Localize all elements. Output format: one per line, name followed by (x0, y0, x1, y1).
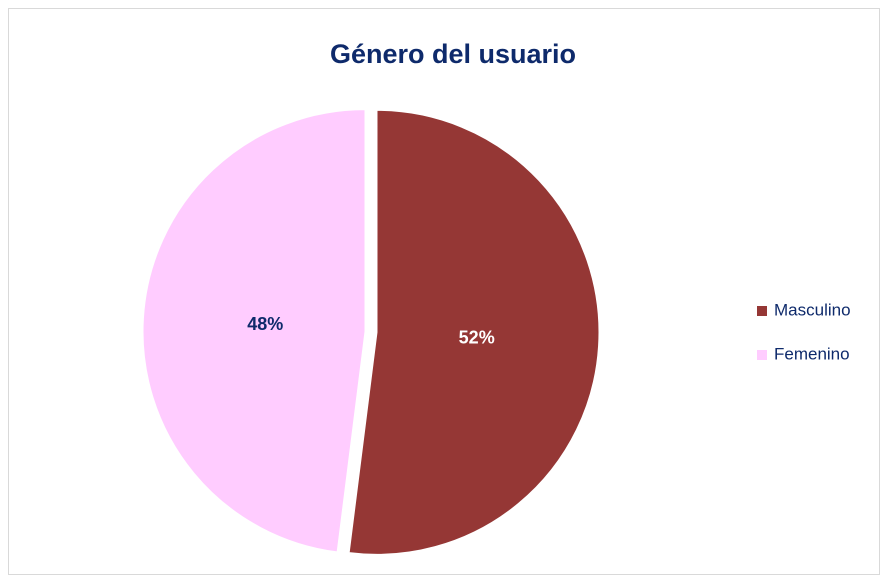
legend-swatch (757, 350, 767, 360)
pie-slice (142, 109, 366, 553)
pie-slice (348, 109, 600, 555)
data-label: 48% (247, 314, 283, 334)
legend-label: Femenino (774, 344, 850, 363)
legend-label: Masculino (774, 300, 851, 319)
legend-swatch (757, 306, 767, 316)
data-label: 52% (459, 327, 495, 347)
chart-title: Género del usuario (330, 39, 576, 69)
